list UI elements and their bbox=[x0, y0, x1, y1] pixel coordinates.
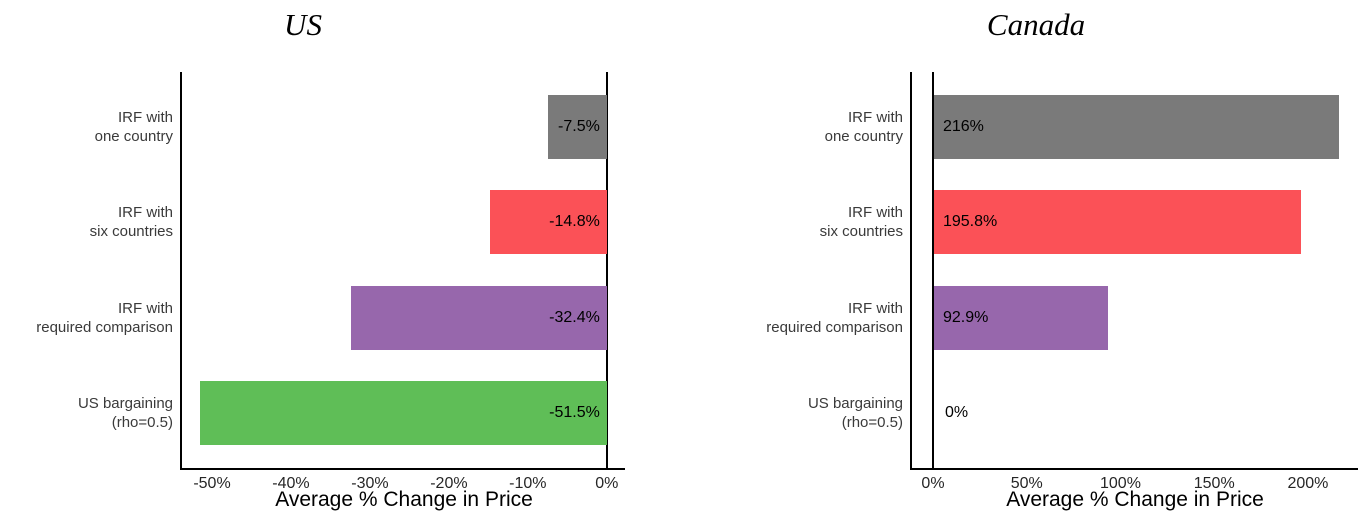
x-tick-label: -20% bbox=[430, 475, 468, 492]
x-tick-label: 50% bbox=[1010, 475, 1043, 492]
value-label-us-bargaining-rho-0-5: -51.5% bbox=[549, 403, 600, 421]
category-label-irf-with-required-comparison: IRF with required comparison bbox=[36, 300, 173, 337]
category-label-irf-with-six-countries: IRF with six countries bbox=[89, 204, 173, 241]
category-label-irf-with-six-countries: IRF with six countries bbox=[819, 204, 903, 241]
x-tick-label: 100% bbox=[1100, 475, 1141, 492]
x-tick-label: -30% bbox=[351, 475, 389, 492]
value-label-irf-with-six-countries: -14.8% bbox=[549, 213, 600, 231]
zero-reference-line bbox=[931, 72, 934, 468]
value-label-irf-with-one-country: -7.5% bbox=[558, 118, 600, 136]
bar-irf-with-six-countries bbox=[933, 190, 1301, 254]
x-tick-label: -10% bbox=[509, 475, 547, 492]
x-tick-label: 0% bbox=[595, 475, 619, 492]
value-label-irf-with-six-countries: 195.8% bbox=[942, 213, 998, 231]
x-axis-line bbox=[180, 468, 625, 470]
x-tick-label: 150% bbox=[1193, 475, 1235, 492]
bar-irf-with-six-countries bbox=[489, 190, 607, 254]
bar-irf-with-one-country bbox=[933, 95, 1339, 159]
category-label-irf-with-one-country: IRF with one country bbox=[824, 109, 903, 146]
x-tick-label: -50% bbox=[193, 475, 231, 492]
bar-irf-with-required-comparison bbox=[350, 286, 607, 350]
value-label-us-bargaining-rho-0-5: 0% bbox=[944, 403, 969, 421]
value-label-irf-with-required-comparison: 92.9% bbox=[942, 309, 989, 327]
chart-title-us: US bbox=[284, 7, 322, 42]
x-axis-line bbox=[910, 468, 1358, 470]
x-tick-label: -40% bbox=[272, 475, 310, 492]
bar-irf-with-required-comparison bbox=[933, 286, 1108, 350]
value-label-irf-with-required-comparison: -32.4% bbox=[549, 309, 600, 327]
x-tick-label: 0% bbox=[921, 475, 945, 492]
value-label-irf-with-one-country: 216% bbox=[942, 118, 984, 136]
category-label-us-bargaining-rho-0-5: US bargaining (rho=0.5) bbox=[807, 394, 903, 431]
category-label-irf-with-required-comparison: IRF with required comparison bbox=[766, 300, 903, 337]
y-axis-line bbox=[910, 72, 912, 470]
zero-reference-line bbox=[605, 72, 608, 468]
y-axis-line bbox=[180, 72, 182, 470]
bar-us-bargaining-rho-0-5 bbox=[200, 381, 608, 445]
x-tick-label: 200% bbox=[1287, 475, 1329, 492]
category-label-us-bargaining-rho-0-5: US bargaining (rho=0.5) bbox=[77, 394, 173, 431]
bar-irf-with-one-country bbox=[547, 95, 607, 159]
x-axis-title-canada: Average % Change in Price bbox=[1006, 488, 1264, 511]
x-axis-title-us: Average % Change in Price bbox=[275, 488, 533, 511]
category-label-irf-with-one-country: IRF with one country bbox=[94, 109, 173, 146]
chart-title-canada: Canada bbox=[986, 7, 1086, 42]
